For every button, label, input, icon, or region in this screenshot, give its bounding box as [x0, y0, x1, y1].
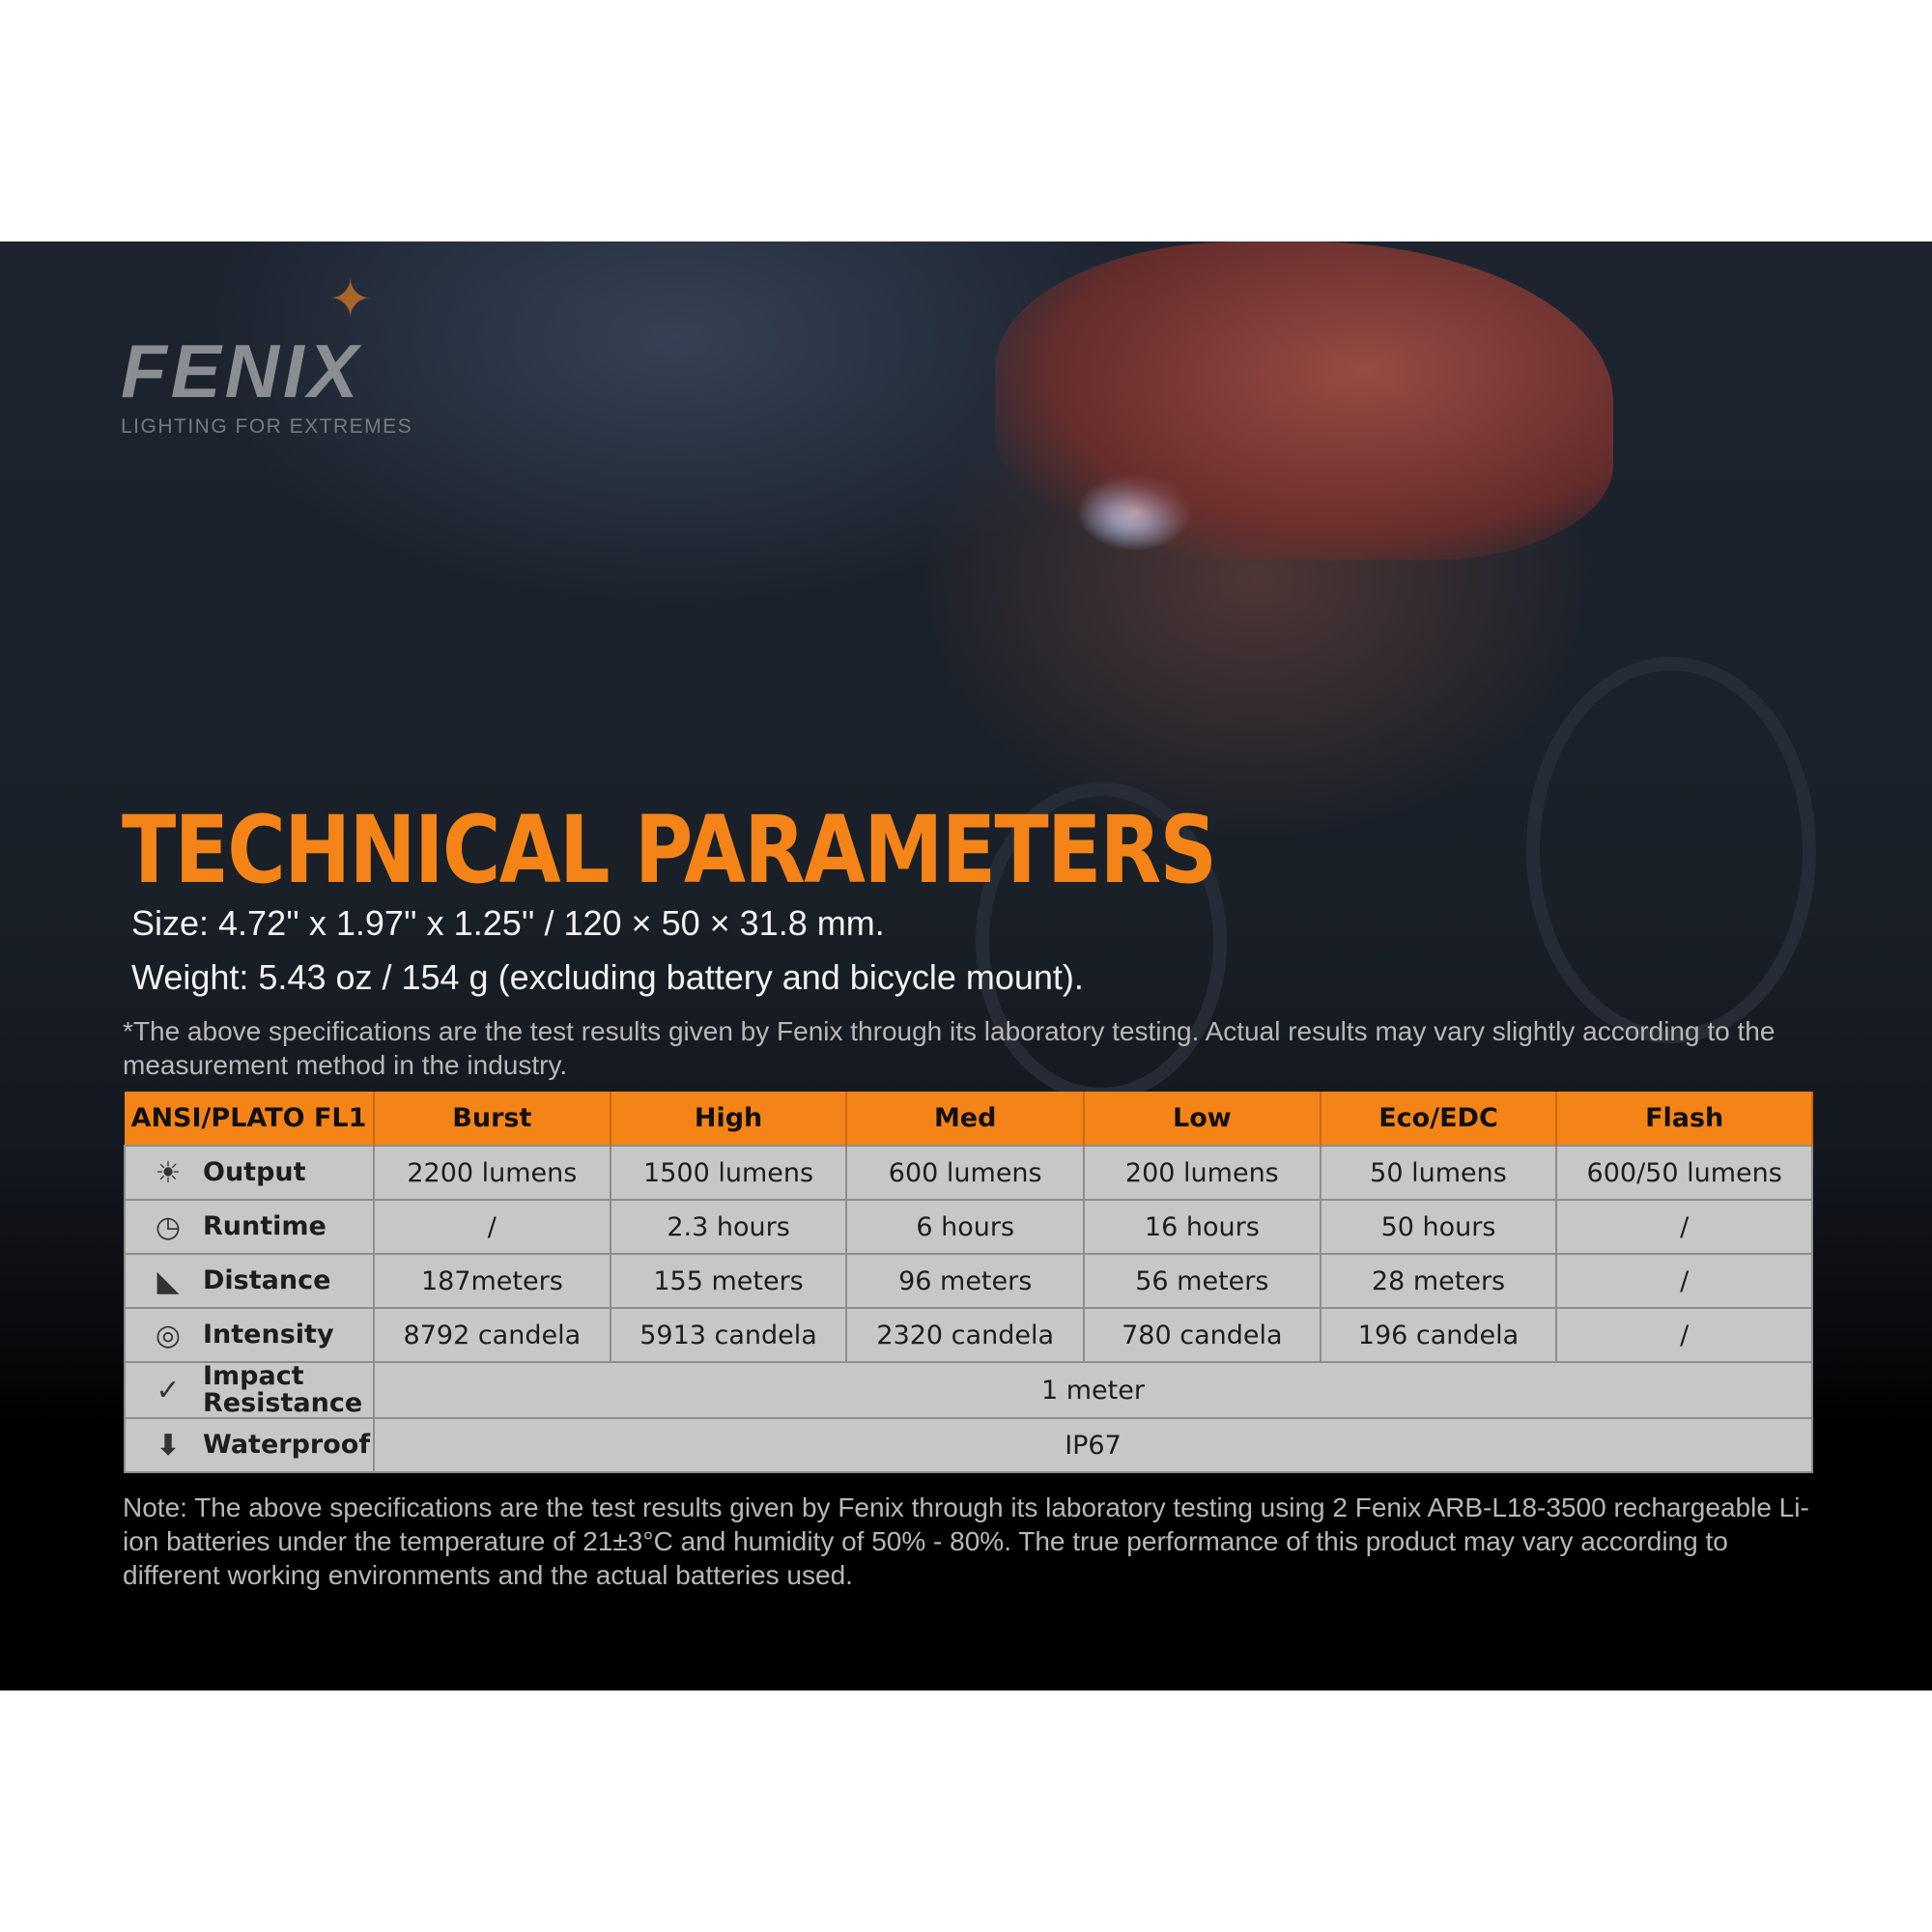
cell: IP67 — [372, 1417, 1814, 1473]
cell: 2200 lumens — [372, 1145, 611, 1201]
page-title: TECHNICAL PARAMETERS — [122, 796, 1217, 904]
star-icon: ✦ — [328, 270, 373, 328]
cell: 28 meters — [1319, 1253, 1558, 1309]
cell: 200 lumens — [1083, 1145, 1321, 1201]
table-row: ☀ Output 2200 lumens 1500 lumens 600 lumens… — [124, 1145, 1813, 1201]
cell: 780 candela — [1083, 1307, 1321, 1363]
cell: / — [1555, 1199, 1813, 1255]
row-label: ◣ Distance — [124, 1253, 375, 1309]
cell: 8792 candela — [372, 1307, 611, 1363]
header-burst: Burst — [373, 1092, 611, 1146]
row-label: ⬇ Waterproof — [124, 1417, 375, 1473]
spec-table: ANSI/PLATO FL1 Burst High Med Low Eco/ED… — [124, 1092, 1814, 1473]
size-spec: Size: 4.72'' x 1.97'' x 1.25'' / 120 × 5… — [131, 903, 885, 943]
bike-wheel — [1526, 657, 1816, 1043]
impact-label-line1: Impact — [203, 1361, 304, 1391]
cell: 56 meters — [1083, 1253, 1321, 1309]
header-flash: Flash — [1556, 1092, 1813, 1146]
cell: 600/50 lumens — [1555, 1145, 1813, 1201]
cell: 50 hours — [1319, 1199, 1558, 1255]
distance-icon: ◣ — [156, 1264, 180, 1298]
footnote: Note: The above specifications are the t… — [123, 1492, 1809, 1590]
rider-photo — [995, 242, 1613, 560]
table-row: ◎ Intensity 8792 candela 5913 candela 2320 … — [124, 1307, 1813, 1363]
row-label: ☀ Output — [124, 1145, 375, 1201]
table-row: ✓ Impact Resistance 1 meter — [124, 1361, 1814, 1419]
cell: 196 candela — [1319, 1307, 1558, 1363]
impact-label-line2: Resistance — [203, 1388, 363, 1418]
impact-label: Impact Resistance — [203, 1363, 362, 1417]
header-low: Low — [1084, 1092, 1321, 1146]
cell: 5913 candela — [609, 1307, 848, 1363]
burst-icon: ☀ — [155, 1155, 182, 1190]
cell: 155 meters — [609, 1253, 848, 1309]
target-icon: ◎ — [155, 1318, 182, 1352]
row-label: ◎ Intensity — [124, 1307, 375, 1363]
cell: 2.3 hours — [609, 1199, 848, 1255]
disclaimer: *The above specifications are the test r… — [123, 1016, 1776, 1080]
cell: 96 meters — [845, 1253, 1086, 1309]
cell: 6 hours — [845, 1199, 1086, 1255]
header-eco: Eco/EDC — [1320, 1092, 1558, 1146]
cell: 1500 lumens — [609, 1145, 848, 1201]
cell: 16 hours — [1083, 1199, 1321, 1255]
table-row: ⬇ Waterproof IP67 — [124, 1417, 1814, 1473]
cell: / — [1555, 1253, 1813, 1309]
header-high: High — [610, 1092, 848, 1146]
brand-name: FENIX — [121, 328, 362, 413]
cell: 187meters — [372, 1253, 611, 1309]
row-label: ◷ Runtime — [124, 1199, 375, 1255]
table-header: ANSI/PLATO FL1 Burst High Med Low Eco/ED… — [125, 1092, 1813, 1146]
waterproof-icon: ⬇ — [156, 1428, 181, 1463]
weight-spec: Weight: 5.43 oz / 154 g (excluding batte… — [131, 957, 1084, 997]
impact-icon: ✓ — [156, 1373, 181, 1407]
fenix-logo: ✦ FENIX LIGHTING FOR EXTREMES — [121, 273, 413, 439]
cell: / — [1555, 1307, 1813, 1363]
table-row: ◷ Runtime /2.3 hours 6 hours 16 hours 50 hou… — [124, 1199, 1813, 1255]
table-row: ◣ Distance 187meters 155 meters 96 meters 56… — [124, 1253, 1813, 1309]
row-label: ✓ Impact Resistance — [124, 1361, 375, 1419]
clock-icon: ◷ — [155, 1209, 182, 1244]
cell: 50 lumens — [1319, 1145, 1558, 1201]
cell: 2320 candela — [845, 1307, 1086, 1363]
cell: 600 lumens — [845, 1145, 1086, 1201]
header-med: Med — [846, 1092, 1086, 1146]
brand-tagline: LIGHTING FOR EXTREMES — [121, 415, 413, 438]
cell: 1 meter — [372, 1361, 1814, 1419]
header-standard: ANSI/PLATO FL1 — [125, 1092, 375, 1146]
cell: / — [372, 1199, 611, 1255]
